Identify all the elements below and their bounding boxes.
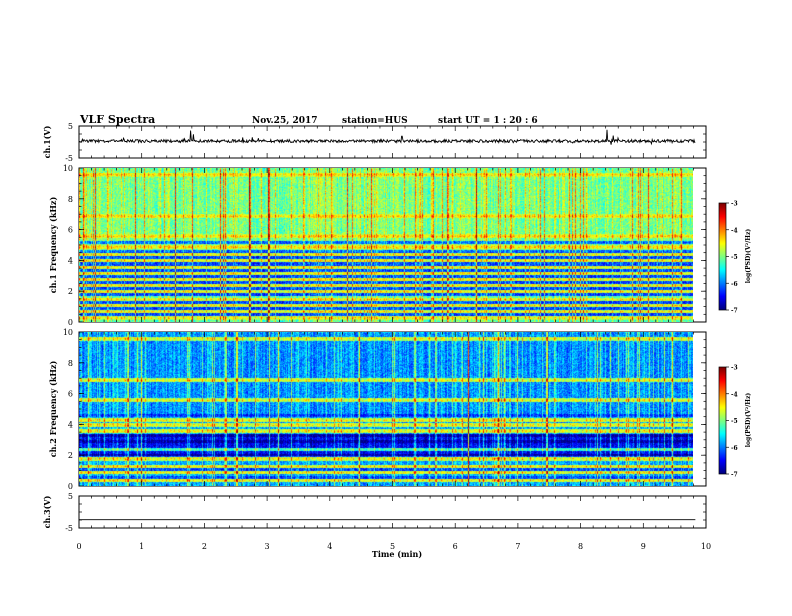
freq-tick-label: 2 xyxy=(68,451,73,460)
time-tick-label: 0 xyxy=(76,542,81,551)
colorbar-tick-label: -5 xyxy=(731,254,738,261)
time-tick-label: 10 xyxy=(701,542,711,551)
freq-tick-label: 4 xyxy=(68,256,73,265)
freq-tick-label: 0 xyxy=(68,318,73,327)
freq-tick-label: 6 xyxy=(68,390,73,399)
start-time-label: start UT = 1 : 20 : 6 xyxy=(438,116,538,126)
time-tick-label: 7 xyxy=(515,542,520,551)
voltage-tick-label-bottom: -5 xyxy=(65,524,73,533)
ch2-colorbar-label: log(PSD)(V²/Hz) xyxy=(745,393,752,448)
date-label: Nov.25, 2017 xyxy=(252,116,318,126)
voltage-tick-label-bottom: -5 xyxy=(65,154,73,163)
ch1-colorbar-label: log(PSD)(V²/Hz) xyxy=(745,229,752,284)
freq-tick-label: 10 xyxy=(63,164,73,173)
ch1-spectrogram-image xyxy=(79,168,693,322)
voltage-tick-label-top: 5 xyxy=(68,122,73,131)
colorbar-tick-label: -6 xyxy=(731,445,738,452)
ch1-voltage-ylabel: ch.1(V) xyxy=(42,125,52,158)
freq-tick-label: 6 xyxy=(68,226,73,235)
voltage-tick-label-top: 5 xyxy=(68,492,73,501)
figure-title: VLF Spectra xyxy=(79,113,155,126)
ch2-frequency-ylabel: ch.2 Frequency (kHz) xyxy=(48,361,58,458)
ch2-spectrogram-image xyxy=(79,332,693,486)
freq-tick-label: 8 xyxy=(68,359,73,368)
axis-ticks-group xyxy=(78,125,729,529)
colorbar-tick-label: -5 xyxy=(731,418,738,425)
ch1-colorbar-image xyxy=(719,203,726,310)
colorbar-tick-label: -3 xyxy=(731,365,738,372)
freq-tick-label: 0 xyxy=(68,482,73,491)
ch1-frequency-ylabel: ch.1 Frequency (kHz) xyxy=(48,197,58,294)
colorbar-tick-label: -3 xyxy=(731,201,738,208)
colorbar-tick-label: -4 xyxy=(731,391,738,398)
ch1-waveform-trace xyxy=(78,129,696,146)
time-xlabel: Time (min) xyxy=(372,549,422,559)
station-label: station=HUS xyxy=(342,116,408,126)
freq-tick-label: 8 xyxy=(68,195,73,204)
colorbar-tick-label: -7 xyxy=(731,308,738,315)
ch3-voltage-ylabel: ch.3(V) xyxy=(42,495,52,528)
colorbar-tick-label: -4 xyxy=(731,227,738,234)
ch2-colorbar-image xyxy=(719,367,726,474)
time-tick-label: 8 xyxy=(578,542,583,551)
time-tick-label: 3 xyxy=(265,542,270,551)
colorbar-tick-label: -6 xyxy=(731,281,738,288)
time-tick-label: 9 xyxy=(641,542,646,551)
time-tick-label: 5 xyxy=(390,542,395,551)
colorbar-tick-label: -7 xyxy=(731,472,738,479)
time-tick-label: 2 xyxy=(202,542,207,551)
freq-tick-label: 2 xyxy=(68,287,73,296)
time-tick-label: 1 xyxy=(139,542,144,551)
time-tick-label: 6 xyxy=(453,542,458,551)
time-tick-label: 4 xyxy=(327,542,332,551)
freq-tick-label: 4 xyxy=(68,420,73,429)
freq-tick-label: 10 xyxy=(63,328,73,337)
